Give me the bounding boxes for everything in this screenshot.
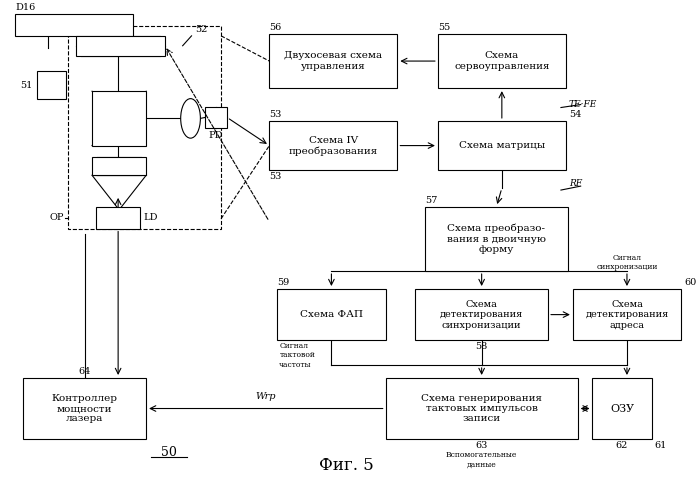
FancyBboxPatch shape [206,107,227,128]
FancyBboxPatch shape [92,91,146,146]
Text: 64: 64 [78,367,91,376]
Text: OP: OP [50,213,64,222]
FancyBboxPatch shape [92,157,146,175]
Text: 52: 52 [196,25,208,35]
Ellipse shape [180,99,201,138]
Text: Вспомогательные
данные: Вспомогательные данные [446,451,517,468]
Text: 61: 61 [654,441,667,450]
Text: 51: 51 [20,81,33,90]
Text: 54: 54 [569,110,581,119]
Text: 60: 60 [684,278,696,287]
FancyBboxPatch shape [415,289,548,340]
Text: ОЗУ: ОЗУ [610,404,634,413]
Text: Двухосевая схема
управления: Двухосевая схема управления [284,51,382,71]
Text: 50: 50 [161,446,177,458]
Text: 58: 58 [475,342,488,351]
Text: 63: 63 [475,441,488,450]
Text: 53: 53 [269,110,282,119]
Text: RF: RF [569,179,582,187]
Text: 56: 56 [269,23,282,32]
Text: Схема
сервоуправления: Схема сервоуправления [454,51,549,71]
FancyBboxPatch shape [572,289,681,340]
FancyBboxPatch shape [76,36,165,56]
FancyBboxPatch shape [425,207,568,271]
Text: Схема матрицы: Схема матрицы [459,141,545,150]
Text: 53: 53 [269,172,282,181]
FancyBboxPatch shape [37,72,66,99]
Text: 62: 62 [616,441,628,450]
FancyBboxPatch shape [69,26,221,228]
FancyBboxPatch shape [438,121,566,170]
Text: LD: LD [143,213,158,222]
FancyBboxPatch shape [386,378,577,439]
Text: PD: PD [209,131,224,140]
FancyBboxPatch shape [593,378,651,439]
Text: Схема ФАП: Схема ФАП [300,310,363,319]
FancyBboxPatch shape [23,378,146,439]
FancyBboxPatch shape [278,289,386,340]
FancyBboxPatch shape [269,121,398,170]
FancyBboxPatch shape [15,14,134,36]
Text: D16: D16 [15,3,36,12]
FancyBboxPatch shape [438,34,566,88]
Text: Схема преобразо-
вания в двоичную
форму: Схема преобразо- вания в двоичную форму [447,224,546,254]
Text: Wrp: Wrp [256,392,276,401]
Text: Схема генерирования
тактовых импульсов
записи: Схема генерирования тактовых импульсов з… [421,393,542,423]
Text: 55: 55 [438,23,450,32]
FancyBboxPatch shape [269,34,398,88]
Text: Схема
детектирования
синхронизации: Схема детектирования синхронизации [440,300,524,330]
Text: 59: 59 [278,278,289,287]
Text: Сигнал
синхронизации: Сигнал синхронизации [596,254,658,271]
Text: 57: 57 [425,196,438,205]
Text: Сигнал
тактовой
частоты: Сигнал тактовой частоты [279,342,315,369]
FancyBboxPatch shape [96,207,140,228]
Text: Схема
детектирования
адреса: Схема детектирования адреса [585,300,668,330]
Text: Фиг. 5: Фиг. 5 [319,457,373,474]
Text: Контроллер
мощности
лазера: Контроллер мощности лазера [52,393,117,423]
Text: Схема IV
преобразования: Схема IV преобразования [289,135,378,155]
Text: TE·FE: TE·FE [569,100,597,109]
